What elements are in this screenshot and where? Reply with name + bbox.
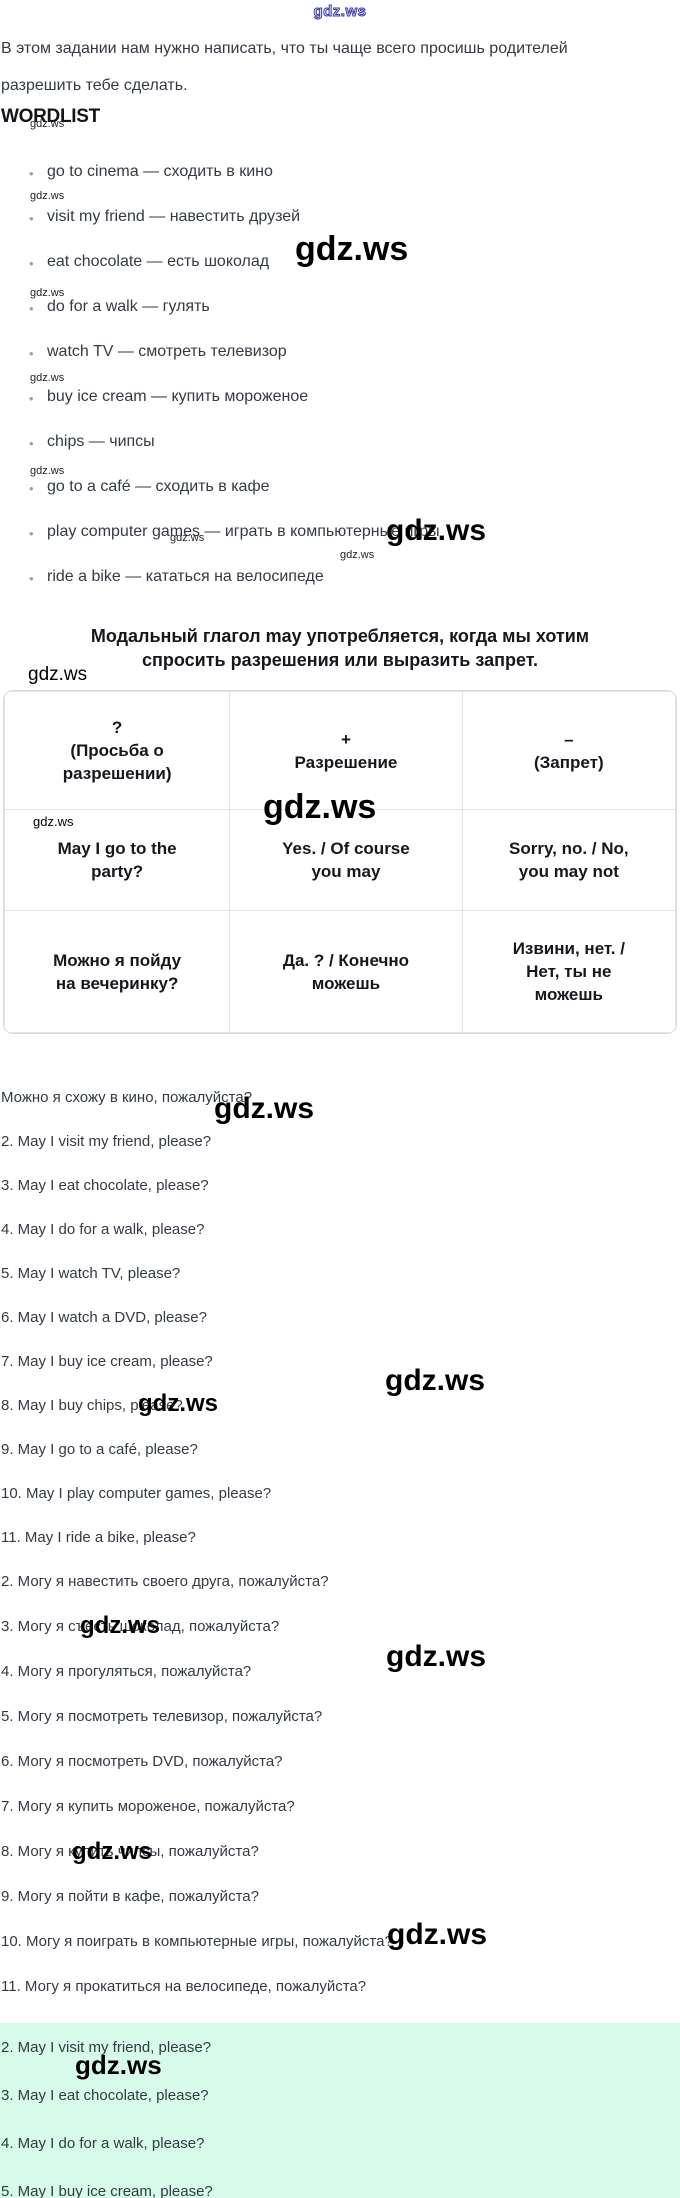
watermark: gdz.ws (30, 287, 65, 299)
list-item: 10. Могу я поиграть в компьютерные игры,… (1, 1933, 393, 1950)
list-item: 11. May I ride a bike, please? (1, 1529, 196, 1546)
list-item: 5. Могу я посмотреть телевизор, пожалуйс… (1, 1708, 323, 1725)
table-header-prohibition: – (Запрет) (461, 691, 676, 810)
questions-list-english: Можно я схожу в кино, пожалуйста? 2. May… (0, 1089, 680, 1547)
watermark: gdz.ws (263, 788, 377, 826)
task-intro-text: В этом задании нам нужно написать, что т… (1, 40, 568, 94)
list-item: 4. May I do for a walk, please? (1, 1221, 205, 1238)
wordlist-item: ride a bike — кататься на велосипеде (29, 567, 680, 588)
table-cell: Извини, нет. / Нет, ты не можешь (461, 910, 676, 1033)
list-item: 5. May I buy ice cream, please? (1, 2183, 213, 2198)
site-logo: gdz.ws (313, 3, 367, 21)
table-cell: Sorry, no. / No, you may not (461, 809, 676, 911)
list-item: 8. May I buy chips, please? (1, 1397, 183, 1414)
list-item: 4. May I do for a walk, please? (1, 2135, 205, 2152)
table-header-question: ? (Просьба о разрешении) (4, 691, 231, 810)
watermark: gdz.ws (214, 1092, 315, 1125)
watermark: gdz.ws (386, 1640, 487, 1673)
watermark: gdz.ws (387, 1918, 488, 1951)
watermark: gdz.ws (28, 664, 88, 685)
may-table: ? (Просьба о разрешении) + Разрешение – … (4, 691, 676, 1033)
watermark: gdz.ws (30, 372, 65, 384)
watermark: gdz.ws (386, 514, 487, 547)
wordlist-item: buy ice cream — купить мороженое (29, 387, 680, 408)
grammar-note: Модальный глагол may употребляется, когд… (90, 626, 590, 670)
list-item: 9. May I go to a café, please? (1, 1441, 198, 1458)
table-cell: Можно я пойду на вечеринку? (4, 910, 231, 1033)
watermark: gdz.ws (340, 549, 375, 561)
wordlist-item: eat chocolate — есть шоколад (29, 252, 680, 273)
table-row-english: May I go to the party? Yes. / Of course … (4, 809, 676, 911)
list-item: 3. Могу я съесть шоколад, пожалуйста? (1, 1618, 280, 1635)
list-item: 2. May I visit my friend, please? (1, 2039, 212, 2056)
watermark: gdz.ws (33, 814, 74, 829)
watermark: gdz.ws (80, 1612, 161, 1639)
highlighted-answers-section: 2. May I visit my friend, please? 3. May… (0, 2023, 680, 2198)
list-item: 2. Могу я навестить своего друга, пожалу… (1, 1573, 329, 1590)
list-item: 10. May I play computer games, please? (1, 1485, 272, 1502)
list-item: Можно я схожу в кино, пожалуйста? (1, 1089, 253, 1106)
list-item: 3. May I eat chocolate, please? (1, 1177, 209, 1194)
watermark: gdz.ws (170, 532, 205, 544)
table-cell: Да. ? / Конечно можешь (229, 910, 463, 1033)
wordlist-item: go to cinema — сходить в кино (29, 162, 680, 183)
list-item: 7. May I buy ice cream, please? (1, 1353, 213, 1370)
watermark: gdz.ws (385, 1364, 486, 1397)
table-header-row: ? (Просьба о разрешении) + Разрешение – … (4, 691, 676, 810)
may-table-container: ? (Просьба о разрешении) + Разрешение – … (3, 690, 677, 1034)
list-item: 2. May I visit my friend, please? (1, 1133, 212, 1150)
wordlist-heading: WORDLIST (1, 106, 100, 127)
wordlist-item: chips — чипсы (29, 432, 680, 453)
wordlist-item: do for a walk — гулять (29, 297, 680, 318)
list-item: 3. May I eat chocolate, please? (1, 2087, 209, 2104)
wordlist-item: visit my friend — навестить друзей (29, 207, 680, 228)
list-item: 11. Могу я прокатиться на велосипеде, по… (1, 1978, 367, 1995)
watermark: gdz.ws (30, 465, 65, 477)
list-item: 6. Могу я посмотреть DVD, пожалуйста? (1, 1753, 283, 1770)
wordlist: go to cinema — сходить в кино visit my f… (0, 162, 680, 588)
watermark: gdz.ws (75, 2050, 162, 2080)
table-cell: May I go to the party? (4, 809, 231, 911)
list-item: 5. May I watch TV, please? (1, 1265, 181, 1282)
watermark: gdz.ws (138, 1390, 219, 1417)
answers-list: 2. May I visit my friend, please? 3. May… (0, 2039, 680, 2198)
table-cell: Yes. / Of course you may (229, 809, 463, 911)
list-item: 6. May I watch a DVD, please? (1, 1309, 207, 1326)
wordlist-item: watch TV — смотреть телевизор (29, 342, 680, 363)
translations-list-russian: 2. Могу я навестить своего друга, пожалу… (0, 1573, 680, 1996)
list-item: 7. Могу я купить мороженое, пожалуйста? (1, 1798, 295, 1815)
wordlist-item: go to a café — сходить в кафе (29, 477, 680, 498)
watermark: gdz.ws (30, 190, 65, 202)
list-item: 8. Могу я купить чипсы, пожалуйста? (1, 1843, 259, 1860)
watermark: gdz.ws (72, 1838, 153, 1865)
watermark: gdz.ws (30, 118, 65, 130)
table-row-russian: Можно я пойду на вечеринку? Да. ? / Коне… (4, 910, 676, 1033)
list-item: 9. Могу я пойти в кафе, пожалуйста? (1, 1888, 259, 1905)
list-item: 4. Могу я прогуляться, пожалуйста? (1, 1663, 252, 1680)
watermark: gdz.ws (295, 230, 409, 268)
wordlist-item: play computer games — играть в компьютер… (29, 522, 680, 543)
